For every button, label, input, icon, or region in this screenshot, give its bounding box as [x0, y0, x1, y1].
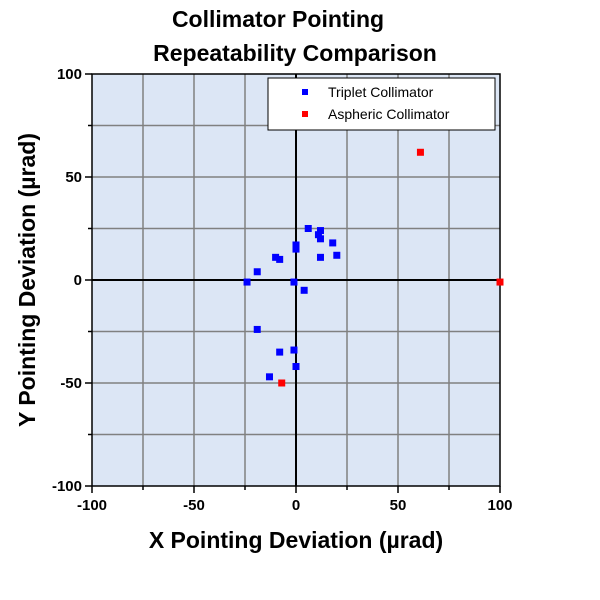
tick-marks [85, 73, 501, 493]
data-point-triplet [276, 348, 284, 356]
data-point-aspheric [496, 278, 504, 286]
data-point-aspheric [278, 379, 286, 387]
data-point-triplet [253, 325, 261, 333]
data-point-triplet [292, 363, 300, 371]
x-tick-label: 100 [487, 497, 512, 514]
data-point-triplet [329, 239, 337, 247]
data-point-triplet [314, 231, 322, 239]
y-axis-label: Y Pointing Deviation (µrad) [14, 133, 40, 427]
x-tick-label: 0 [292, 497, 300, 514]
y-tick-label: -100 [52, 478, 82, 495]
x-tick-label: 50 [390, 497, 407, 514]
legend: Triplet Collimator Aspheric Collimator [267, 77, 496, 131]
data-point-triplet [304, 225, 312, 232]
x-tick-label: -100 [77, 497, 107, 514]
data-point-triplet [272, 253, 280, 261]
legend-label-triplet: Triplet Collimator [328, 84, 434, 100]
x-tick-label: -50 [183, 497, 205, 514]
data-point-triplet [300, 286, 308, 294]
data-point-triplet [333, 251, 341, 259]
legend-box [267, 77, 496, 131]
y-tick-label: 0 [74, 272, 82, 289]
data-point-triplet [290, 346, 298, 354]
legend-marker-triplet [302, 89, 308, 95]
data-point-triplet [265, 373, 273, 381]
y-tick-label: 50 [65, 169, 82, 186]
y-tick-labels: -100 -50 0 50 100 [52, 66, 82, 495]
y-tick-label: -50 [60, 375, 82, 392]
y-tick-label: 100 [57, 66, 82, 83]
data-point-triplet [253, 268, 261, 276]
data-point-triplet [316, 235, 324, 243]
legend-marker-aspheric [302, 111, 308, 117]
data-point-aspheric [416, 148, 424, 156]
data-point-triplet [316, 227, 324, 235]
x-tick-labels: -100 -50 0 50 100 [77, 497, 513, 514]
data-point-triplet [292, 241, 300, 249]
legend-label-aspheric: Aspheric Collimator [328, 106, 450, 122]
data-point-triplet [276, 255, 284, 263]
data-point-triplet [290, 278, 298, 286]
x-axis-label: X Pointing Deviation (µrad) [149, 527, 443, 553]
data-point-triplet [292, 245, 300, 253]
data-point-triplet [243, 278, 251, 286]
data-points [243, 148, 504, 387]
data-point-triplet [316, 253, 324, 261]
chart-title-line-1: Collimator Pointing [172, 6, 384, 32]
chart-title-line-2: Repeatability Comparison [153, 40, 437, 66]
